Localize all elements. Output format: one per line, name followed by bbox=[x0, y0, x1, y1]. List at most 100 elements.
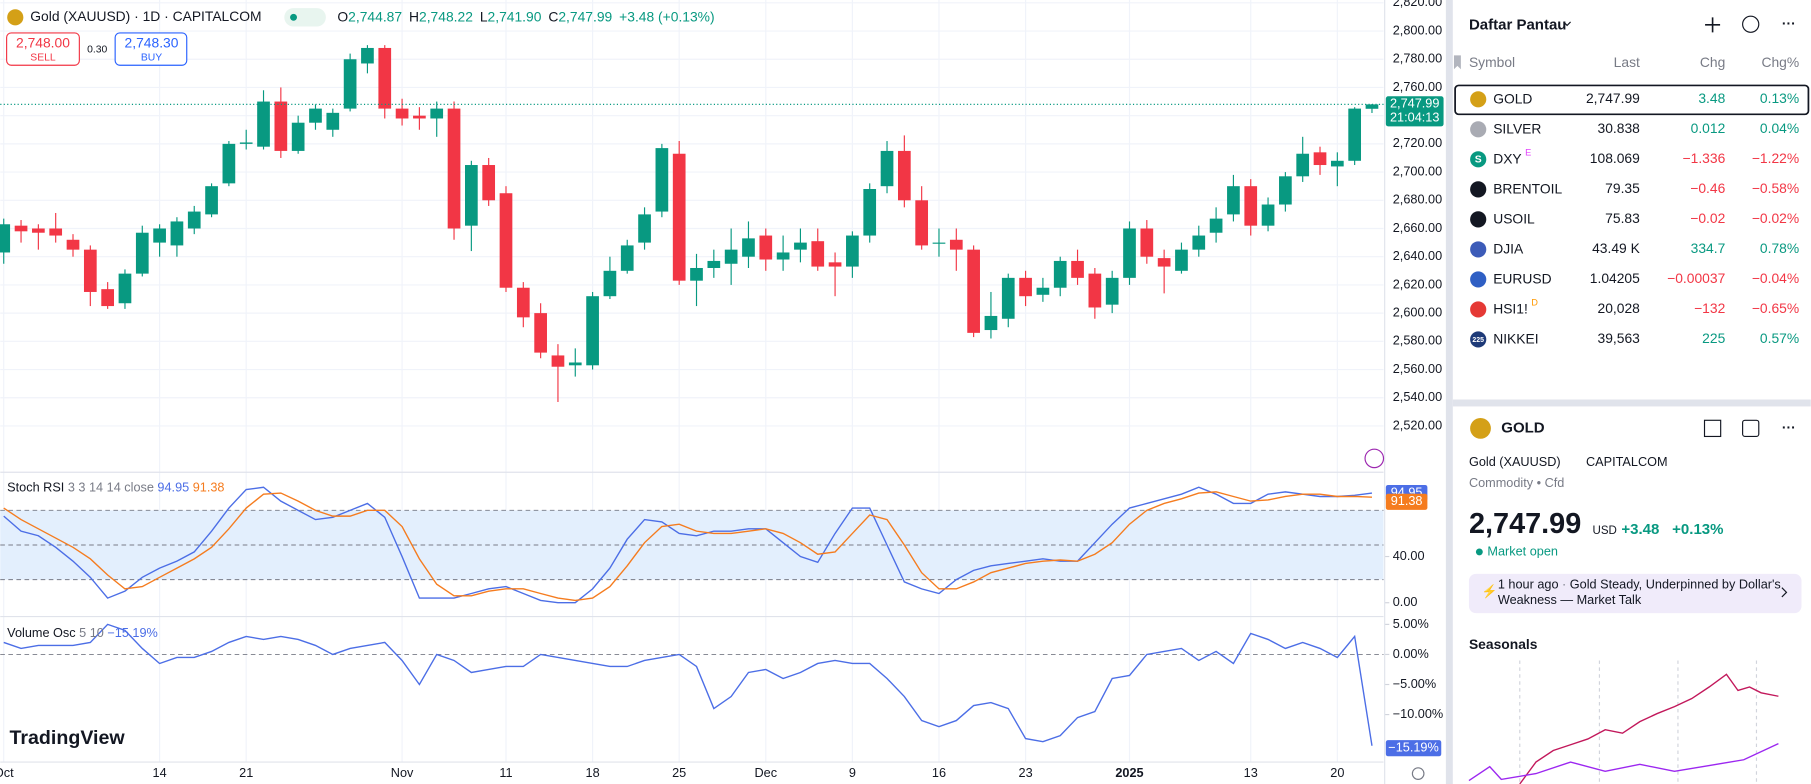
candle-body bbox=[551, 355, 565, 367]
detail-price: 2,747.99 bbox=[1469, 508, 1581, 540]
lightning-icon[interactable] bbox=[1364, 448, 1385, 469]
candle-body bbox=[1348, 108, 1362, 161]
plot bbox=[0, 45, 1384, 746]
candle-body bbox=[897, 150, 911, 201]
watchlist-row[interactable]: GOLD 2,747.99 3.48 0.13% bbox=[1454, 84, 1810, 116]
candle-body bbox=[447, 108, 461, 229]
status-pill[interactable] bbox=[284, 8, 326, 27]
y-tick-label: 2,820.00 bbox=[1393, 0, 1442, 9]
chg-pct: 0.04% bbox=[1760, 120, 1799, 136]
y-tick-label: 2,780.00 bbox=[1393, 52, 1442, 66]
column-header: Chg% bbox=[1761, 54, 1799, 70]
candle-body bbox=[153, 228, 166, 243]
last: 43.49 K bbox=[1592, 240, 1640, 256]
candle-body bbox=[118, 273, 132, 304]
y-tick-label: 2,660.00 bbox=[1393, 221, 1442, 235]
candle-body bbox=[1036, 287, 1050, 295]
l-value: 2,741.90 bbox=[488, 8, 542, 24]
candle-body bbox=[1313, 152, 1327, 166]
watchlist-row[interactable]: SILVER 30.838 0.012 0.04% bbox=[1470, 120, 1799, 138]
chart-icon[interactable] bbox=[1742, 15, 1760, 33]
panel-separator bbox=[1452, 399, 1811, 407]
candle-body bbox=[1330, 160, 1344, 167]
c-value: 2,747.99 bbox=[558, 8, 612, 24]
candle-body bbox=[499, 193, 513, 288]
chg: 3.48 bbox=[1698, 90, 1725, 106]
settings-icon[interactable] bbox=[1411, 767, 1425, 780]
candle-body bbox=[222, 143, 236, 184]
watchlist-row[interactable]: BRENTOIL 79.35 −0.46 −0.58% bbox=[1470, 180, 1799, 198]
y-tick-label: 0.00 bbox=[1393, 595, 1418, 609]
news-chevron bbox=[1781, 587, 1788, 598]
candle-body bbox=[690, 267, 703, 281]
more-icon[interactable]: ··· bbox=[1782, 15, 1796, 31]
watchlist-row[interactable]: 225 NIKKEI 39,563 225 0.57% bbox=[1470, 330, 1799, 348]
watchlist-title[interactable]: Daftar Pantau bbox=[1469, 16, 1567, 33]
watchlist-row[interactable]: DJIA 43.49 K 334.7 0.78% bbox=[1470, 240, 1799, 258]
chg: −0.46 bbox=[1690, 180, 1725, 196]
symbol: NIKKEI bbox=[1493, 330, 1538, 346]
sell-price: 2,748.00 bbox=[16, 35, 70, 51]
indicator-line bbox=[3, 486, 1373, 604]
candle-body bbox=[1209, 218, 1223, 233]
price-badge bbox=[1385, 96, 1444, 127]
symbol-icon bbox=[1470, 331, 1487, 348]
more-icon[interactable]: ··· bbox=[1782, 419, 1796, 435]
x-tick-label: Oct bbox=[0, 766, 14, 780]
candle-body bbox=[863, 189, 877, 236]
candle-body bbox=[257, 101, 270, 147]
flag-icon bbox=[1453, 55, 1461, 70]
symbol-name: USOIL bbox=[1493, 210, 1535, 226]
symbol-icon bbox=[1470, 271, 1487, 288]
y-tick-label: 2,680.00 bbox=[1393, 193, 1442, 207]
last: 75.83 bbox=[1605, 210, 1640, 226]
y-tick-label: 2,560.00 bbox=[1393, 362, 1442, 376]
candle-body bbox=[187, 211, 201, 229]
candle-body bbox=[378, 47, 392, 109]
candle-body bbox=[568, 362, 582, 366]
candle-body bbox=[984, 315, 998, 331]
candle-body bbox=[83, 249, 97, 292]
detail-name[interactable]: Gold (XAUUSD) CAPITALCOM bbox=[1469, 455, 1668, 469]
column-header: Last bbox=[1614, 54, 1640, 70]
candle-body bbox=[1296, 153, 1310, 177]
watchlist-row[interactable]: EURUSD 1.04205 −0.00037 −0.04% bbox=[1470, 270, 1799, 288]
chevron bbox=[1563, 21, 1571, 27]
chg-pct: −0.58% bbox=[1752, 180, 1799, 196]
y-tick-label: 0.00% bbox=[1393, 647, 1429, 661]
news-title-2: Weakness — Market Talk bbox=[1498, 593, 1642, 607]
market-status: Market open bbox=[1487, 544, 1558, 558]
x-tick-label: 16 bbox=[932, 766, 946, 780]
symbol-name: SILVER bbox=[1493, 120, 1541, 136]
last: 20,028 bbox=[1598, 300, 1641, 316]
watchlist-row[interactable]: S DXY E 108.069 −1.336 −1.22% bbox=[1470, 148, 1799, 168]
buy-price: 2,748.30 bbox=[125, 35, 179, 51]
buy-button[interactable] bbox=[114, 32, 188, 66]
symbol-title[interactable]: Gold (XAUUSD) · 1D · CAPITALCOM bbox=[30, 8, 261, 24]
chg-pct: 0.78% bbox=[1760, 240, 1799, 256]
edit-icon[interactable] bbox=[1742, 419, 1760, 438]
candle-body bbox=[1261, 204, 1275, 226]
symbol-icon bbox=[1470, 211, 1487, 228]
vol-value: −15.19% bbox=[107, 626, 157, 640]
candle-body bbox=[1365, 104, 1379, 109]
y-tick-label: 2,600.00 bbox=[1393, 305, 1442, 319]
grid-icon[interactable] bbox=[1703, 419, 1722, 438]
candle-body bbox=[1279, 176, 1292, 205]
candle-body bbox=[776, 252, 790, 260]
grid bbox=[0, 0, 1390, 763]
watchlist-row[interactable]: USOIL 75.83 −0.02 −0.02% bbox=[1470, 210, 1799, 228]
symbol-flag: E bbox=[1525, 148, 1531, 158]
candle-body bbox=[620, 245, 634, 271]
candle-body bbox=[516, 287, 530, 318]
watchlist-row[interactable]: HSI1! D 20,028 −132 −0.65% bbox=[1470, 298, 1799, 318]
symbol: USOIL bbox=[1493, 210, 1535, 226]
news-card[interactable] bbox=[1468, 573, 1802, 614]
x-tick-label: Nov bbox=[391, 766, 414, 780]
add-icon[interactable] bbox=[1705, 17, 1721, 33]
value-badge bbox=[1385, 493, 1428, 510]
news-line: 1 hour ago · Gold Steady, Underpinned by… bbox=[1498, 578, 1781, 592]
sub: Cfd bbox=[1545, 476, 1565, 490]
sell-button[interactable] bbox=[6, 32, 80, 66]
